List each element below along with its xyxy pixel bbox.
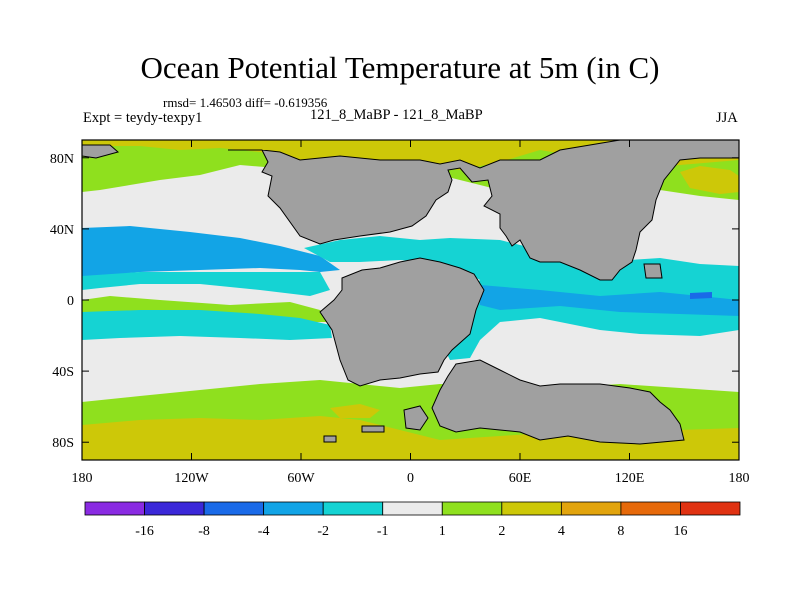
y-tick-label: 0 bbox=[67, 294, 74, 309]
colorbar-box bbox=[144, 501, 205, 516]
y-tick-label: 40S bbox=[52, 365, 74, 380]
y-axis-labels: 80N 40N 0 40S 80S bbox=[50, 152, 74, 451]
x-tick-label: 60E bbox=[509, 471, 532, 486]
colorbar-label: -2 bbox=[317, 524, 329, 539]
y-tick-label: 80S bbox=[52, 436, 74, 451]
temperature-field bbox=[82, 140, 739, 460]
field-lightblue-northwest bbox=[82, 226, 340, 276]
colorbar-label: -16 bbox=[135, 524, 154, 539]
colorbar-label: -8 bbox=[198, 524, 210, 539]
case-label: 121_8_MaBP - 121_8_MaBP bbox=[310, 107, 483, 123]
map-title: Ocean Potential Temperature at 5m (in C) bbox=[140, 50, 660, 85]
colorbar-box bbox=[84, 501, 145, 516]
colorbar bbox=[84, 501, 741, 516]
stats-text: rmsd= 1.46503 diff= -0.619356 bbox=[163, 95, 328, 110]
field-cyan-southwest bbox=[82, 310, 332, 340]
x-tick-label: 180 bbox=[72, 471, 93, 486]
field-cyan-west bbox=[82, 272, 330, 296]
colorbar-label: 16 bbox=[673, 524, 687, 539]
field-yellow-northeast bbox=[680, 166, 739, 194]
land-island-small bbox=[323, 435, 337, 443]
season-label: JJA bbox=[716, 110, 738, 126]
colorbar-box bbox=[441, 501, 503, 516]
land-masses bbox=[82, 140, 739, 445]
x-tick-label: 180 bbox=[729, 471, 750, 486]
x-tick-label: 0 bbox=[407, 471, 414, 486]
y-tick-label: 80N bbox=[50, 152, 74, 167]
colorbar-label: -4 bbox=[258, 524, 270, 539]
colorbar-label: 1 bbox=[439, 524, 446, 539]
colorbar-box bbox=[620, 501, 681, 516]
colorbar-label: 2 bbox=[498, 524, 505, 539]
colorbar-box bbox=[560, 501, 622, 516]
colorbar-label: -1 bbox=[377, 524, 389, 539]
land-northwest bbox=[82, 144, 120, 159]
y-tick-label: 40N bbox=[50, 223, 74, 238]
field-lightblue-east bbox=[480, 285, 739, 316]
x-tick-label: 120W bbox=[174, 471, 209, 486]
land-south bbox=[431, 359, 685, 445]
land-island-east bbox=[643, 263, 663, 279]
colorbar-box bbox=[322, 501, 384, 516]
colorbar-box bbox=[203, 501, 265, 516]
land-north bbox=[228, 140, 739, 281]
land-island-southwest bbox=[361, 425, 385, 433]
land-central bbox=[319, 257, 485, 387]
experiment-label: Expt = teydy-texpy1 bbox=[83, 110, 203, 126]
field-yellow-patch bbox=[330, 404, 380, 418]
colorbar-box bbox=[680, 501, 741, 516]
land-island-south bbox=[403, 405, 429, 431]
x-tick-label: 60W bbox=[287, 471, 315, 486]
colorbar-box bbox=[501, 501, 562, 516]
x-axis-labels: 180 120W 60W 0 60E 120E 180 bbox=[72, 471, 750, 486]
field-yellow-south bbox=[82, 416, 739, 460]
x-tick-label: 120E bbox=[615, 471, 645, 486]
axis-ticks bbox=[81, 140, 740, 460]
colorbar-box bbox=[382, 501, 443, 516]
colorbar-box bbox=[263, 501, 324, 516]
colorbar-label: 4 bbox=[558, 524, 565, 539]
colorbar-label: 8 bbox=[617, 524, 624, 539]
field-blue-spot bbox=[690, 292, 712, 299]
colorbar-labels: -16 -8 -4 -2 -1 1 2 4 8 16 bbox=[135, 524, 687, 539]
